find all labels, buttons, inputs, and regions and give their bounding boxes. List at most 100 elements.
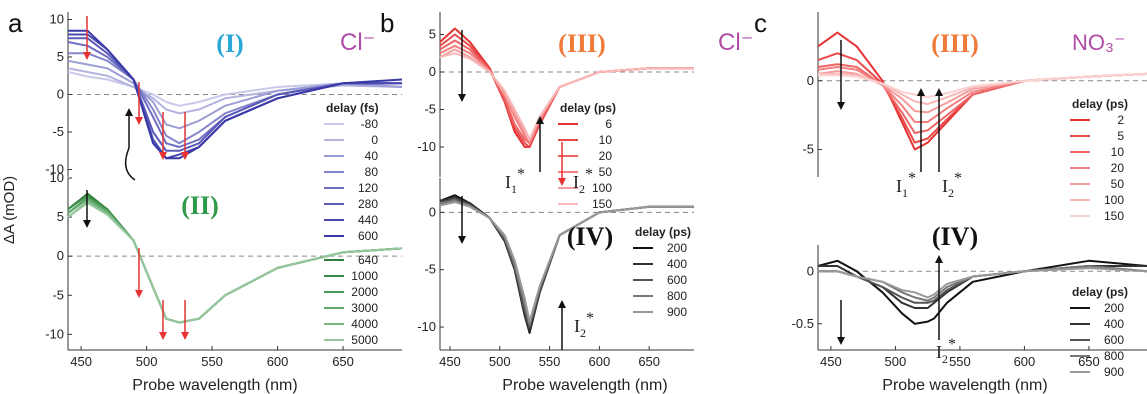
ion-label-b: Cl⁻	[718, 29, 753, 56]
arrow-head	[135, 117, 143, 125]
legend-label: 600	[667, 273, 687, 287]
legend-label: 640	[358, 253, 378, 267]
region-label: (IV)	[567, 222, 613, 251]
x-tick-label: 550	[539, 354, 561, 369]
region-label: (IV)	[932, 222, 978, 251]
x-tick-label: 500	[136, 354, 158, 369]
y-tick-label: -5	[424, 102, 436, 117]
arrow-head	[458, 236, 466, 244]
series-line-200	[439, 194, 694, 334]
series-line-280	[68, 37, 402, 152]
panel-letter-b: b	[380, 8, 394, 38]
y-tick-label: -5	[802, 142, 814, 157]
x-tick-label: 500	[489, 354, 511, 369]
curved-arrow-icon	[124, 147, 136, 181]
legend-label: 600	[1104, 333, 1124, 347]
annot-i2-b-bottom: I2*	[574, 310, 594, 340]
y-tick-label: -10	[417, 139, 436, 154]
arrow-head	[917, 88, 925, 96]
arrow-head	[83, 52, 91, 60]
region-label: (II)	[181, 191, 219, 220]
legend-label: 10	[599, 133, 613, 147]
y-tick-label: -10	[45, 326, 64, 341]
y-axis-label: ΔA (mOD)	[1, 176, 18, 244]
y-tick-label: 0	[807, 263, 814, 278]
series-line-600	[68, 29, 403, 160]
x-tick-label: 450	[439, 354, 461, 369]
annot-i1-b: I1*	[505, 166, 525, 196]
series-line-800	[439, 199, 694, 326]
x-axis-label-c: Probe wavelength (nm)	[882, 377, 1047, 394]
annot-i2-c: I2*	[942, 170, 962, 200]
series-line-900	[818, 267, 1147, 299]
x-axis-label-b: Probe wavelength (nm)	[502, 377, 667, 394]
legend-label: 600	[358, 229, 378, 243]
plot-a-bottom: 450 500 550 600 650 10 5 0 -5 -10 (II) 640 1000 2000 3…	[45, 170, 403, 369]
legend-label: 1000	[351, 269, 378, 283]
y-tick-label: 0	[57, 248, 64, 263]
legend-label: 800	[1104, 349, 1124, 363]
arrow-head	[935, 88, 943, 96]
y-tick-label: 5	[429, 27, 436, 42]
arrow-head	[159, 152, 167, 160]
arrow-head	[935, 255, 943, 263]
legend-label: 150	[1104, 209, 1124, 223]
x-tick-label: 450	[70, 354, 92, 369]
legend-label: 2	[1117, 113, 1124, 127]
legend-label: 200	[1104, 301, 1124, 315]
series-line-400	[439, 196, 694, 332]
x-tick-label: 650	[332, 354, 354, 369]
y-tick-label: 10	[50, 170, 64, 185]
region-label: (III)	[558, 29, 606, 58]
arrow-head	[159, 332, 167, 340]
panel-letter-c: c	[754, 8, 767, 38]
series-line-600	[439, 197, 694, 329]
arrow-head	[558, 178, 566, 186]
x-tick-label: 550	[201, 354, 223, 369]
arrow-head	[458, 94, 466, 102]
legend-label: 900	[1104, 365, 1124, 379]
legend-label: 120	[358, 181, 378, 195]
legend-label: 3000	[351, 301, 378, 315]
series-line-5000	[67, 202, 403, 324]
plot-b-bottom: 450 500 550 600 650 0 -5 -10 (IV) delay (ps) 200 40…	[417, 178, 694, 369]
ion-label-a: Cl⁻	[340, 29, 375, 56]
region-label: (I)	[216, 29, 243, 58]
x-axis-label-a: Probe wavelength (nm)	[132, 377, 297, 394]
legend-label: 5000	[351, 333, 378, 347]
legend-label: 800	[667, 289, 687, 303]
region-label: (III)	[931, 29, 979, 58]
y-tick-label: 0	[57, 87, 64, 102]
annotation-b-top: I1* I2* I2*	[505, 166, 594, 340]
y-tick-label: 0	[429, 204, 436, 219]
plot-a-top: 10 5 0 -5 -10 (I) delay (fs) -80 0 40 80 120 280 440 6…	[45, 12, 403, 243]
x-tick-label: 550	[949, 354, 971, 369]
series-line-40	[67, 59, 403, 130]
annot-i2-b: I2*	[573, 166, 593, 196]
legend-label: 400	[1104, 317, 1124, 331]
arrow-head	[536, 116, 544, 124]
legend-label: 200	[667, 241, 687, 255]
legend-label: 20	[1111, 161, 1125, 175]
arrow-head	[558, 300, 566, 308]
legend-label: 6	[605, 117, 612, 131]
legend-label: 2000	[351, 285, 378, 299]
arrow-head	[837, 337, 845, 345]
y-tick-label: -5	[424, 262, 436, 277]
legend-label: 5	[1117, 129, 1124, 143]
legend-label: 900	[667, 305, 687, 319]
arrow-head	[135, 290, 143, 298]
legend-title: delay (ps)	[1072, 97, 1128, 111]
ion-label-c: NO₃⁻	[1072, 30, 1126, 55]
arrow-head	[181, 152, 189, 160]
y-tick-label: 5	[57, 49, 64, 64]
y-tick-label: 0	[807, 73, 814, 88]
y-tick-label: -10	[45, 162, 64, 177]
series-line-900	[439, 201, 694, 323]
arrow-head	[181, 332, 189, 340]
panel-letter-a: a	[8, 8, 23, 38]
legend-label: 400	[667, 257, 687, 271]
legend-label: 440	[358, 213, 378, 227]
